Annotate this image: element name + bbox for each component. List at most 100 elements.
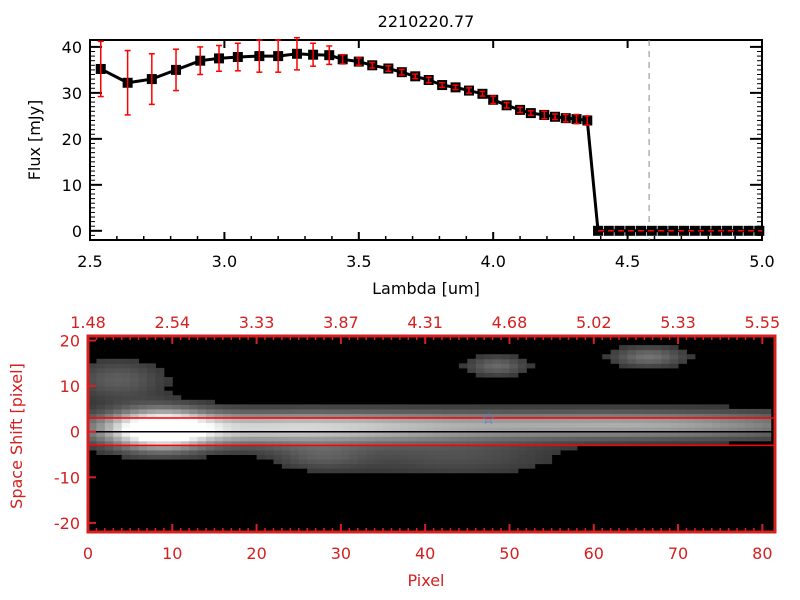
image-pixel: [484, 468, 494, 474]
image-pixel: [543, 418, 553, 424]
image-pixel: [694, 404, 704, 410]
image-pixel: [526, 363, 536, 369]
image-pixel: [256, 449, 266, 456]
image-pixel: [130, 399, 140, 405]
image-pixel: [509, 408, 519, 414]
image-pixel: [104, 372, 114, 378]
image-pixel: [509, 449, 519, 456]
image-pixel: [104, 440, 114, 446]
image-pixel: [340, 422, 350, 428]
x-tick-label: 0: [83, 544, 93, 563]
image-pixel: [661, 358, 671, 364]
image-pixel: [501, 431, 510, 437]
image-pixel: [484, 459, 494, 465]
image-pixel: [399, 440, 409, 446]
y-tick-label: 10: [60, 377, 80, 396]
image-pixel: [509, 404, 519, 410]
image-pixel: [644, 431, 654, 437]
image-pixel: [737, 418, 746, 424]
image-pixel: [627, 358, 637, 364]
image-pixel: [543, 422, 553, 428]
image-pixel: [256, 427, 266, 433]
image-pixel: [340, 445, 350, 451]
image-pixel: [492, 422, 502, 428]
image-pixel: [610, 440, 620, 446]
image-pixel: [661, 431, 671, 437]
image-pixel: [256, 404, 266, 410]
image-pixel: [678, 418, 687, 424]
image-pixel: [669, 358, 679, 364]
image-pixel: [526, 449, 536, 456]
image-pixel: [703, 413, 713, 419]
image-pixel: [442, 454, 451, 460]
image-pixel: [366, 449, 376, 456]
image-pixel: [163, 404, 173, 410]
image-pixel: [543, 454, 553, 460]
image-pixel: [475, 358, 485, 364]
image-pixel: [307, 454, 317, 460]
image-pixel: [585, 440, 595, 446]
image-pixel: [619, 431, 628, 437]
image-pixel: [374, 459, 384, 465]
image-pixel: [526, 445, 536, 451]
image-pixel: [298, 454, 308, 460]
image-pixel: [442, 408, 451, 414]
image-pixel: [273, 418, 283, 424]
image-pixel: [96, 449, 106, 456]
image-pixel: [138, 431, 148, 437]
image-pixel: [484, 404, 494, 410]
image-pixel: [509, 431, 519, 437]
image-pixel: [492, 367, 502, 373]
image-pixel: [357, 404, 367, 410]
image-pixel: [593, 418, 603, 424]
image-pixel: [290, 454, 300, 460]
image-pixel: [442, 422, 451, 428]
image-pixel: [231, 427, 241, 433]
image-pixel: [231, 418, 241, 424]
image-pixel: [753, 413, 763, 419]
image-pixel: [509, 436, 519, 442]
image-pixel: [332, 454, 342, 460]
image-pixel: [686, 413, 696, 419]
image-pixel: [383, 404, 392, 410]
image-pixel: [248, 449, 258, 456]
image-pixel: [155, 377, 165, 383]
image-pixel: [96, 427, 106, 433]
image-pixel: [324, 427, 333, 433]
image-pixel: [458, 440, 468, 446]
image-pixel: [256, 408, 266, 414]
image-pixel: [374, 422, 384, 428]
x-tick-label: 5.0: [749, 252, 774, 271]
image-pixel: [484, 363, 494, 369]
image-pixel: [678, 354, 687, 360]
y-tick-label: -20: [54, 514, 80, 533]
image-pixel: [256, 431, 266, 437]
image-pixel: [492, 358, 502, 364]
image-pixel: [661, 427, 671, 433]
image-pixel: [560, 422, 569, 428]
image-pixel: [88, 381, 97, 387]
image-pixel: [163, 440, 173, 446]
image-pixel: [492, 418, 502, 424]
image-pixel: [635, 413, 645, 419]
spectrum-plot: 2.5 3.0 3.5 4.0 4.5 5.0 0 10 20 30 40: [62, 36, 775, 271]
image-pixel: [214, 418, 224, 424]
image-pixel: [96, 413, 106, 419]
image-pixel: [138, 454, 148, 460]
image-pixel: [416, 418, 426, 424]
image-pixel: [661, 354, 671, 360]
image-pixel: [627, 431, 637, 437]
image-pixel: [206, 399, 215, 405]
image-pixel: [147, 404, 156, 410]
image-pixel: [720, 418, 730, 424]
image-pixel: [720, 404, 730, 410]
image-pixel: [147, 395, 156, 401]
image-pixel: [197, 440, 207, 446]
image-pixel: [644, 440, 654, 446]
image-pixel: [383, 463, 392, 469]
image-pixel: [340, 440, 350, 446]
image-pixel: [147, 413, 156, 419]
image-pixel: [762, 408, 772, 414]
image-pixel: [121, 422, 131, 428]
image-pixel: [492, 404, 502, 410]
